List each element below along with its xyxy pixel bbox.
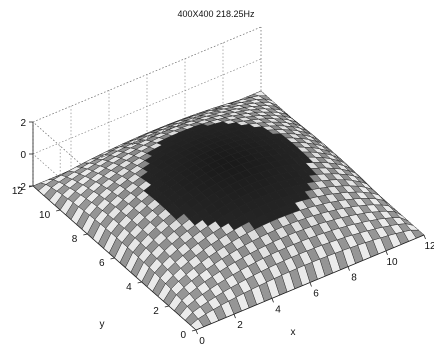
- x-tick-mark: [233, 314, 236, 319]
- x-tick-label: 0: [199, 336, 205, 347]
- y-axis-ticks: 0 2 4 6 8 10 12: [12, 185, 197, 341]
- y-tick-mark: [83, 233, 88, 236]
- x-tick-mark: [195, 329, 198, 335]
- y-tick-label: 12: [12, 186, 24, 197]
- y-tick-label: 2: [153, 306, 159, 317]
- y-tick-label: 0: [180, 330, 186, 341]
- z-axis-ticks: -2 0 2: [17, 118, 33, 193]
- x-axis-label: x: [291, 327, 296, 338]
- y-tick-label: 8: [72, 234, 78, 245]
- z-tick-label: -2: [17, 182, 26, 193]
- y-tick-mark: [164, 305, 169, 308]
- z-tick-label: 2: [20, 118, 26, 129]
- x-tick-label: 8: [351, 273, 357, 284]
- x-tick-label: 4: [275, 304, 281, 315]
- x-tick-mark: [385, 250, 388, 255]
- y-tick-label: 10: [39, 210, 51, 221]
- x-axis-ticks: 0 2 4 6 8 10 12: [195, 234, 434, 347]
- z-tick-label: 0: [20, 150, 26, 161]
- chart-title: 400X400 218.25Hz: [177, 9, 255, 19]
- y-tick-label: 4: [126, 282, 132, 293]
- y-tick-mark: [137, 281, 142, 284]
- x-tick-label: 12: [424, 241, 434, 252]
- y-tick-label: 6: [99, 258, 105, 269]
- y-tick-mark: [191, 329, 197, 332]
- y-tick-mark: [56, 209, 61, 212]
- x-tick-label: 2: [237, 320, 243, 331]
- x-tick-label: 6: [313, 289, 319, 300]
- x-tick-mark: [347, 266, 350, 271]
- x-tick-mark: [423, 234, 426, 240]
- box-edge: [32, 26, 262, 123]
- x-tick-mark: [309, 282, 312, 287]
- y-tick-mark: [110, 257, 115, 260]
- y-axis-label: y: [100, 319, 105, 330]
- x-tick-label: 10: [386, 257, 398, 268]
- surface-mesh: [32, 90, 425, 331]
- x-tick-mark: [271, 298, 274, 303]
- grid-line: [32, 58, 262, 155]
